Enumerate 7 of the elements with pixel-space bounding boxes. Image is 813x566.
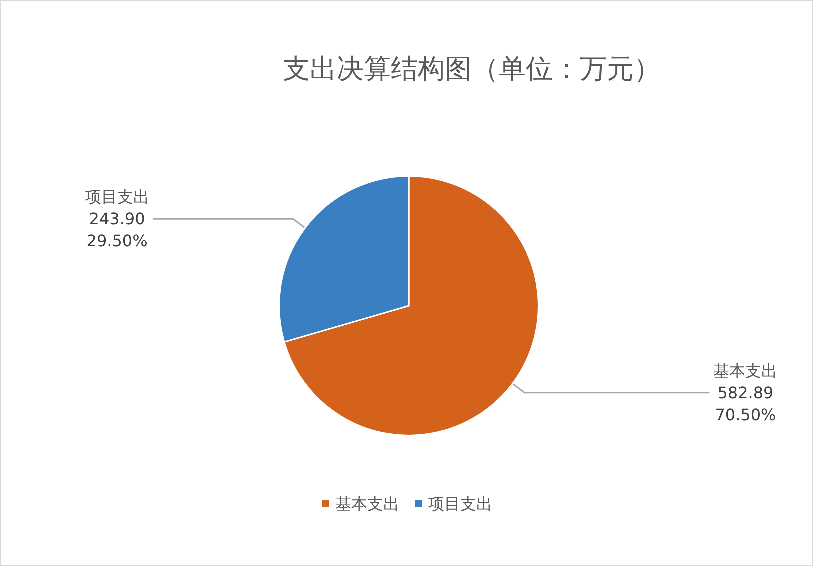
legend-label: 基本支出 <box>336 494 400 514</box>
slice-label: 基本支出 <box>714 361 778 380</box>
slice-label: 项目支出 <box>85 188 150 207</box>
data-label: 243.90 29.50% <box>86 210 148 251</box>
data-label: 582.89 70.50% <box>715 383 776 424</box>
chart-title: 支出决算结构图（单位：万元） <box>283 54 661 85</box>
legend-label: 项目支出 <box>428 494 492 514</box>
